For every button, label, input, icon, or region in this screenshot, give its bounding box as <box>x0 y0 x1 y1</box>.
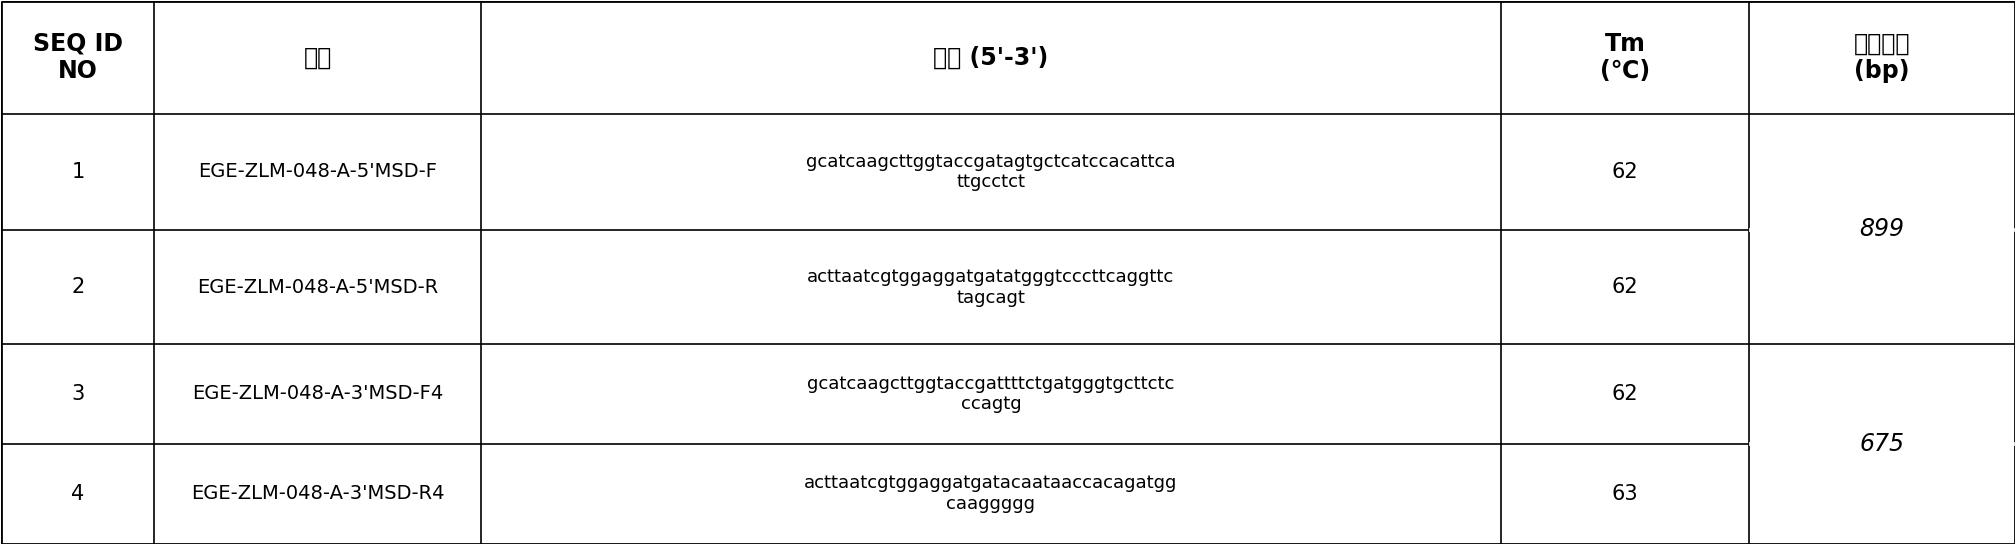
Text: gcatcaagcttggtaccgattttctgatgggtgcttctc
ccagtg: gcatcaagcttggtaccgattttctgatgggtgcttctc … <box>806 374 1175 413</box>
Text: acttaatcgtggaggatgatacaataaccacagatgg
caaggggg: acttaatcgtggaggatgatacaataaccacagatgg ca… <box>804 474 1177 513</box>
Text: EGE-ZLM-048-A-5'MSD-R: EGE-ZLM-048-A-5'MSD-R <box>198 277 437 296</box>
Text: 899: 899 <box>1859 217 1905 241</box>
Text: Tm
(℃): Tm (℃) <box>1601 32 1651 83</box>
Text: 引物: 引物 <box>302 46 331 70</box>
Text: 3: 3 <box>71 384 85 404</box>
Text: 63: 63 <box>1611 484 1639 504</box>
Text: 62: 62 <box>1611 277 1639 297</box>
Text: 产物大小
(bp): 产物大小 (bp) <box>1853 32 1909 83</box>
Text: EGE-ZLM-048-A-5'MSD-F: EGE-ZLM-048-A-5'MSD-F <box>198 162 437 181</box>
Text: EGE-ZLM-048-A-3'MSD-R4: EGE-ZLM-048-A-3'MSD-R4 <box>192 484 444 503</box>
Text: 2: 2 <box>71 277 85 297</box>
Text: 4: 4 <box>71 484 85 504</box>
Text: EGE-ZLM-048-A-3'MSD-F4: EGE-ZLM-048-A-3'MSD-F4 <box>192 384 444 403</box>
Text: gcatcaagcttggtaccgatagtgctcatccacattca
ttgcctct: gcatcaagcttggtaccgatagtgctcatccacattca t… <box>806 153 1175 191</box>
Text: 1: 1 <box>71 162 85 182</box>
Text: 序列 (5'-3'): 序列 (5'-3') <box>933 46 1048 70</box>
Text: 62: 62 <box>1611 384 1639 404</box>
Text: 62: 62 <box>1611 162 1639 182</box>
Text: acttaatcgtggaggatgatatgggtcccttcaggttc
tagcagt: acttaatcgtggaggatgatatgggtcccttcaggttc t… <box>806 268 1175 306</box>
Text: 675: 675 <box>1859 432 1905 456</box>
Text: SEQ ID
NO: SEQ ID NO <box>32 32 123 83</box>
